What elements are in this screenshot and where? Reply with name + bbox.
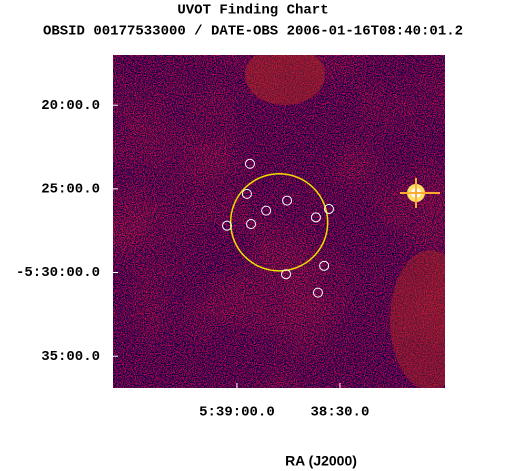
y-tick-label: 25:00.0 xyxy=(41,182,100,198)
source-marker xyxy=(312,287,323,298)
x-tick-label: 5:39:00.0 xyxy=(199,405,275,421)
source-marker xyxy=(246,219,257,230)
chart-title: UVOT Finding Chart xyxy=(177,3,328,19)
source-marker xyxy=(323,203,334,214)
sky-image xyxy=(113,55,445,388)
x-tick-label: 38:30.0 xyxy=(311,405,370,421)
x-axis-label: RA (J2000) xyxy=(285,453,357,469)
source-marker xyxy=(221,220,232,231)
source-marker xyxy=(310,212,321,223)
source-marker xyxy=(282,195,293,206)
source-marker xyxy=(319,260,330,271)
y-tick-label: 35:00.0 xyxy=(41,349,100,365)
chart-subtitle: OBSID 00177533000 / DATE-OBS 2006-01-16T… xyxy=(43,24,463,40)
y-tick-label: 20:00.0 xyxy=(41,98,100,114)
y-tick-label: -5:30:00.0 xyxy=(16,265,100,281)
source-marker xyxy=(261,205,272,216)
source-marker xyxy=(281,269,292,280)
source-marker xyxy=(241,188,252,199)
source-marker xyxy=(244,158,255,169)
